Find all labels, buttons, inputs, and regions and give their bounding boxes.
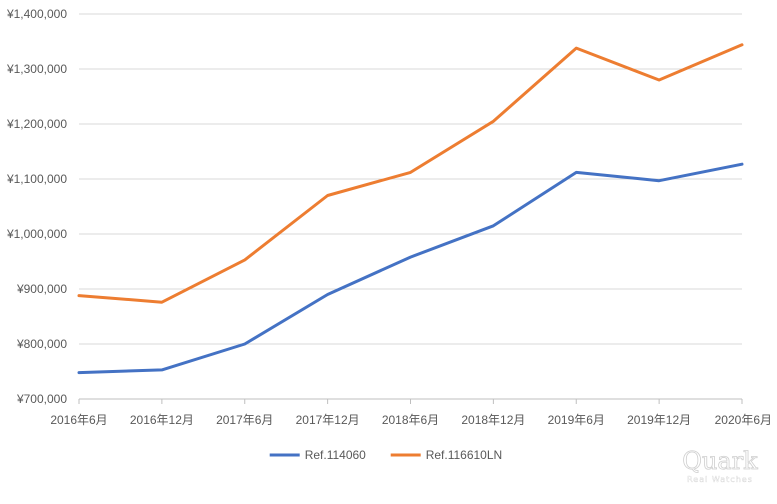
y-tick-label: ¥1,100,000 <box>6 172 67 186</box>
series-line-2 <box>77 43 744 304</box>
legend: Ref.114060 Ref.116610LN <box>269 448 503 462</box>
y-tick-label: ¥1,300,000 <box>6 62 67 76</box>
y-tick-label: ¥900,000 <box>16 282 67 296</box>
x-tick-label: 2017年6月 <box>216 413 273 427</box>
y-tick-label: ¥1,200,000 <box>6 117 67 131</box>
y-tick-label: ¥1,000,000 <box>6 227 67 241</box>
x-tick-label: 2018年12月 <box>461 413 525 427</box>
legend-label-2: Ref.116610LN <box>426 448 503 462</box>
watermark-logo: Quark Real Watches <box>682 447 759 485</box>
x-tick-label: 2020年6月 <box>715 413 772 427</box>
series-line-1 <box>77 162 744 375</box>
watermark-tagline: Real Watches <box>687 475 753 484</box>
series-lines <box>77 43 744 375</box>
y-tick-label: ¥700,000 <box>16 392 67 406</box>
x-tick-label: 2016年6月 <box>50 413 107 427</box>
x-tick-label: 2016年12月 <box>130 413 194 427</box>
x-tick-label: 2017年12月 <box>296 413 360 427</box>
x-tick-label: 2018年6月 <box>382 413 439 427</box>
x-tick-label: 2019年12月 <box>627 413 691 427</box>
axes: ¥700,000 ¥800,000 ¥900,000 ¥1,000,000 ¥1,100… <box>6 7 772 427</box>
y-tick-label: ¥1,400,000 <box>6 7 67 21</box>
y-tick-label: ¥800,000 <box>16 337 67 351</box>
watermark-brand: Quark <box>682 447 758 475</box>
legend-label-1: Ref.114060 <box>305 448 366 462</box>
x-tick-label: 2019年6月 <box>548 413 605 427</box>
